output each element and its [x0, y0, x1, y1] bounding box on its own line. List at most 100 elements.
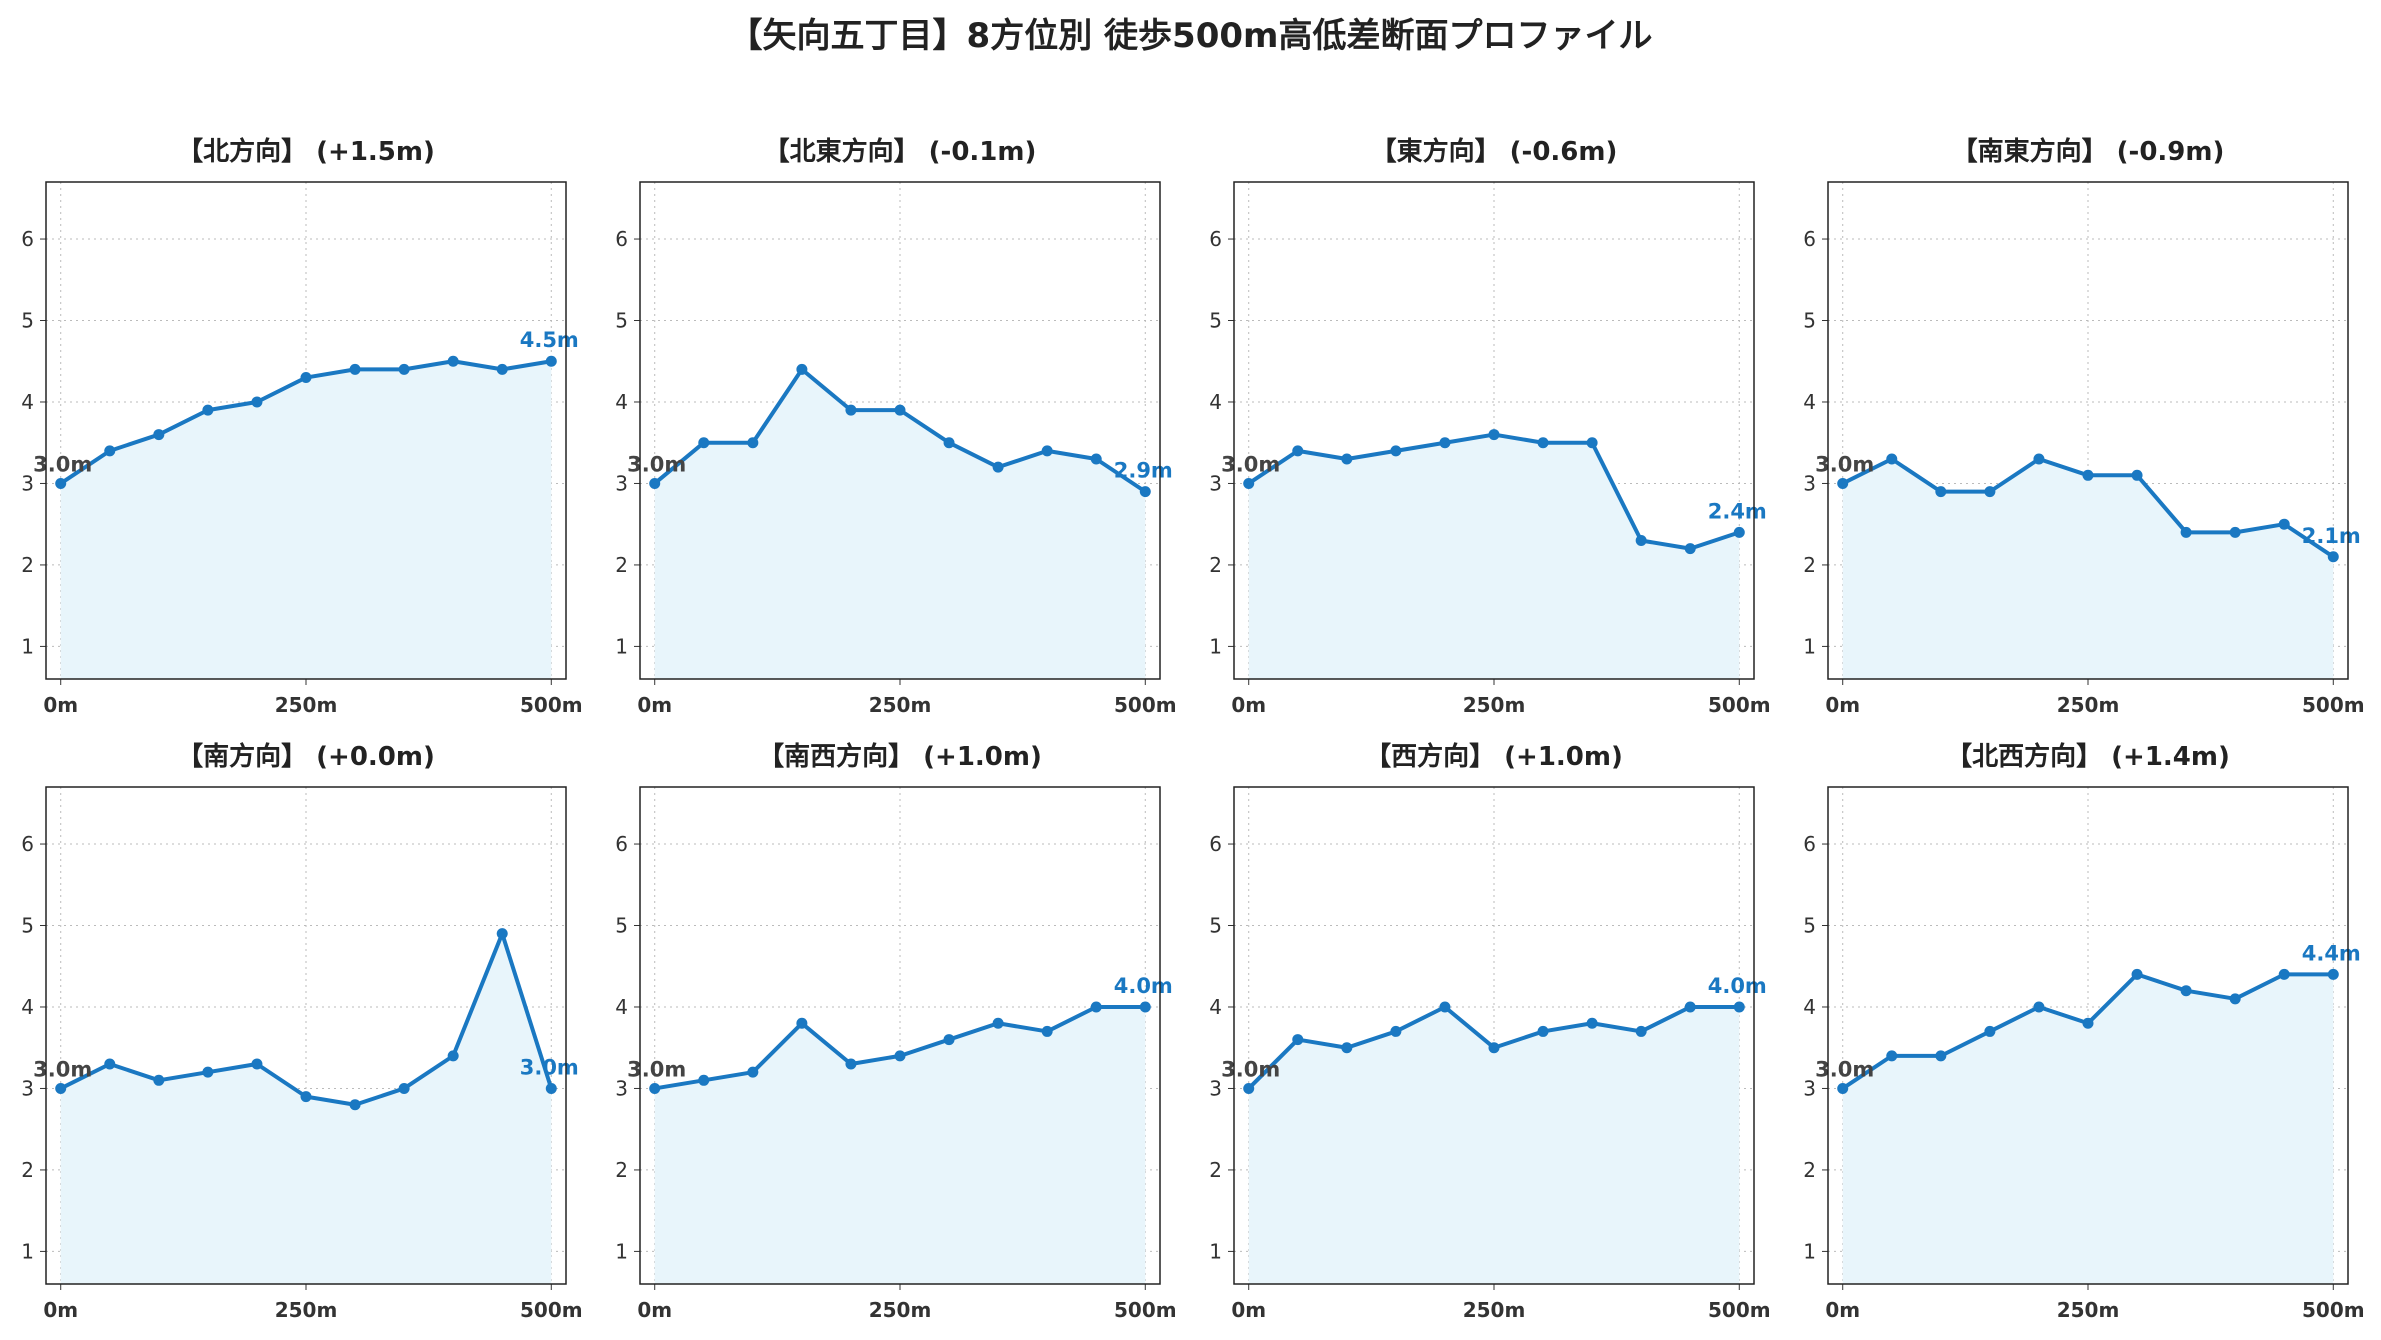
x-tick-label: 500m	[2302, 693, 2365, 717]
panel-6: 【南西方向】 (+1.0m) 1 2 3 4 5 6 0m 250m 500m 3.0m 4.0m	[615, 741, 1176, 1322]
end-value-label: 2.4m	[1708, 499, 1767, 523]
panel-title: 【北西方向】 (+1.4m)	[1946, 741, 2230, 772]
elevation-point	[943, 1034, 955, 1046]
end-value-label: 4.5m	[520, 328, 579, 352]
end-value-label: 2.9m	[1114, 459, 1173, 483]
elevation-point	[894, 1050, 906, 1062]
x-tick-label: 250m	[275, 1298, 338, 1322]
elevation-point	[747, 437, 759, 449]
y-tick-label: 5	[21, 309, 34, 333]
x-tick-label: 0m	[1825, 1298, 1860, 1322]
elevation-point	[1292, 1034, 1304, 1046]
panel-title: 【南方向】 (+0.0m)	[177, 741, 435, 772]
y-tick-label: 3	[615, 1076, 628, 1100]
x-tick-label: 0m	[637, 1298, 672, 1322]
elevation-point	[649, 477, 661, 489]
panel-7: 【西方向】 (+1.0m) 1 2 3 4 5 6 0m 250m 500m 3.0m 4.0m	[1209, 741, 1770, 1322]
elevation-point	[1139, 486, 1151, 498]
elevation-point	[1635, 534, 1647, 546]
plot-frame	[639, 786, 1161, 1285]
elevation-point	[447, 1050, 459, 1062]
x-tick-label: 250m	[869, 693, 932, 717]
y-tick-label: 1	[615, 1239, 628, 1263]
elevation-point	[2180, 985, 2192, 997]
y-tick-label: 2	[21, 1158, 34, 1182]
elevation-point	[649, 1082, 661, 1094]
end-value-label: 3.0m	[520, 1055, 579, 1079]
y-tick-label: 1	[1209, 1239, 1222, 1263]
panel-title: 【南西方向】 (+1.0m)	[758, 741, 1042, 772]
elevation-area	[60, 933, 552, 1284]
x-tick-label: 0m	[43, 1298, 78, 1322]
elevation-point	[992, 461, 1004, 473]
elevation-point	[496, 928, 508, 940]
x-tick-label: 500m	[520, 693, 583, 717]
elevation-area	[654, 369, 1146, 679]
x-tick-label: 0m	[43, 693, 78, 717]
elevation-area	[1248, 1006, 1740, 1284]
elevation-point	[104, 445, 116, 457]
x-tick-label: 0m	[1231, 1298, 1266, 1322]
elevation-point	[1090, 1001, 1102, 1013]
y-tick-label: 3	[21, 1076, 34, 1100]
y-tick-label: 6	[1803, 227, 1816, 251]
y-tick-label: 6	[1209, 227, 1222, 251]
y-tick-label: 4	[615, 995, 628, 1019]
elevation-point	[1837, 1082, 1849, 1094]
end-value-label: 4.0m	[1114, 974, 1173, 998]
elevation-point	[1684, 1001, 1696, 1013]
elevation-point	[251, 396, 263, 408]
elevation-point	[1488, 429, 1500, 441]
y-tick-label: 4	[21, 995, 34, 1019]
elevation-point	[1586, 1017, 1598, 1029]
panel-title: 【東方向】 (-0.6m)	[1371, 136, 1618, 167]
x-tick-label: 250m	[869, 1298, 932, 1322]
elevation-point	[55, 1082, 67, 1094]
y-tick-label: 3	[1209, 471, 1222, 495]
x-tick-label: 500m	[1708, 1298, 1771, 1322]
start-value-label: 3.0m	[627, 452, 686, 476]
y-tick-label: 2	[615, 553, 628, 577]
elevation-point	[2278, 518, 2290, 530]
elevation-point	[747, 1066, 759, 1078]
x-tick-label: 500m	[520, 1298, 583, 1322]
panel-title: 【北方向】 (+1.5m)	[177, 136, 435, 167]
y-tick-label: 2	[1803, 553, 1816, 577]
panel-5: 【南方向】 (+0.0m) 1 2 3 4 5 6 0m 250m 500m 3.0m 3.0m	[21, 741, 582, 1322]
plot-frame	[639, 181, 1161, 680]
plot-frame	[45, 786, 567, 1285]
elevation-point	[2278, 968, 2290, 980]
elevation-point	[1886, 453, 1898, 465]
elevation-point	[1243, 1082, 1255, 1094]
y-tick-label: 6	[1209, 832, 1222, 856]
y-tick-label: 6	[615, 832, 628, 856]
end-value-label: 4.4m	[2302, 941, 2361, 965]
x-tick-label: 0m	[637, 693, 672, 717]
elevation-point	[2082, 469, 2094, 481]
elevation-point	[845, 404, 857, 416]
y-tick-label: 6	[615, 227, 628, 251]
elevation-point	[1984, 1025, 1996, 1037]
y-tick-label: 5	[615, 309, 628, 333]
elevation-point	[2327, 551, 2339, 563]
y-tick-label: 4	[21, 390, 34, 414]
y-tick-label: 1	[615, 634, 628, 658]
start-value-label: 3.0m	[1815, 1057, 1874, 1081]
y-tick-label: 2	[615, 1158, 628, 1182]
elevation-point	[2033, 453, 2045, 465]
x-tick-label: 250m	[2057, 1298, 2120, 1322]
panel-1: 【北方向】 (+1.5m) 1 2 3 4 5 6 0m 250m 500m 3.0m 4.5m	[21, 136, 582, 717]
start-value-label: 3.0m	[33, 452, 92, 476]
elevation-area	[1842, 459, 2334, 679]
y-tick-label: 4	[1803, 390, 1816, 414]
y-tick-label: 6	[21, 227, 34, 251]
x-tick-label: 250m	[275, 693, 338, 717]
elevation-area	[654, 1006, 1146, 1284]
x-tick-label: 250m	[2057, 693, 2120, 717]
elevation-point	[1935, 486, 1947, 498]
elevation-point	[2327, 968, 2339, 980]
x-tick-label: 500m	[1114, 693, 1177, 717]
panel-2: 【北東方向】 (-0.1m) 1 2 3 4 5 6 0m 250m 500m 3.0m 2.9m	[615, 136, 1176, 717]
elevation-point	[2033, 1001, 2045, 1013]
y-tick-label: 1	[1209, 634, 1222, 658]
